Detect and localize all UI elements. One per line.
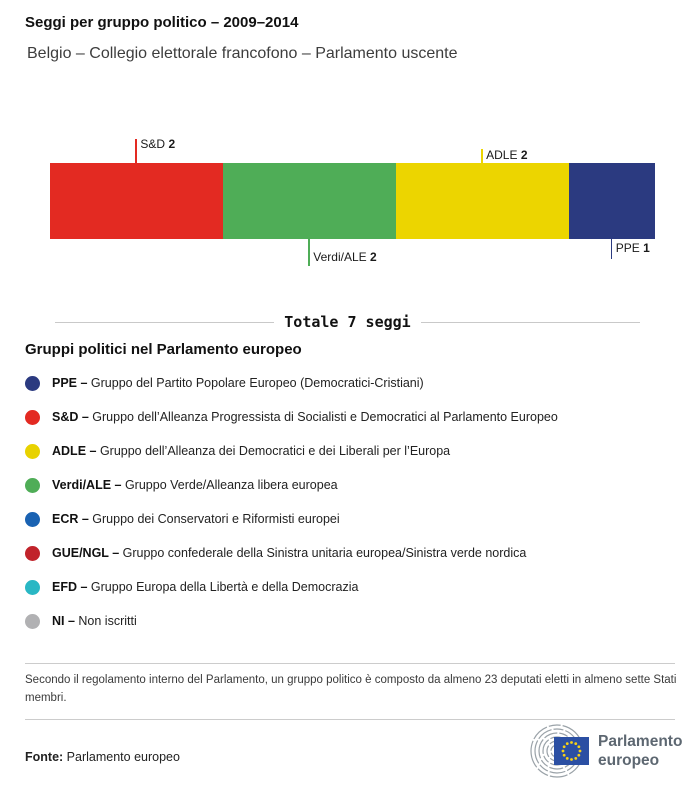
callout-label-ppe: PPE 1 — [615, 241, 650, 255]
callout-label-s-d: S&D 2 — [140, 137, 176, 151]
logo-wordmark: Parlamento europeo — [598, 732, 682, 770]
legend-dot-adle — [25, 443, 40, 459]
legend-dot-ppe — [25, 375, 40, 391]
seats-bar — [50, 163, 655, 239]
callout-line-verdi-ale — [308, 239, 310, 266]
legend-label: NI – Non iscritti — [52, 614, 137, 628]
callout-line-adle — [481, 149, 483, 163]
callout-label-verdi-ale: Verdi/ALE 2 — [313, 250, 377, 264]
legend-item-gue-ngl: GUE/NGL – Gruppo confederale della Sinis… — [25, 536, 685, 570]
legend-dot-ecr — [25, 511, 40, 527]
legend-item-ppe: PPE – Gruppo del Partito Popolare Europe… — [25, 366, 685, 400]
logo-wordmark-line1: Parlamento — [598, 733, 683, 750]
footnote-divider-bottom — [25, 719, 675, 720]
legend-label: ECR – Gruppo dei Conservatori e Riformis… — [52, 512, 340, 526]
legend-dot-verdi-ale — [25, 477, 40, 493]
divider-line-right — [420, 321, 640, 323]
bar-segment-verdi-ale — [222, 163, 396, 239]
callout-line-ppe — [610, 239, 613, 259]
legend-item-ni: NI – Non iscritti — [25, 604, 685, 638]
callout-label-adle: ADLE 2 — [486, 148, 528, 162]
eu-parliament-logo-icon — [530, 724, 589, 778]
legend-item-adle: ADLE – Gruppo dell’Alleanza dei Democrat… — [25, 434, 685, 468]
total-seats-label: Totale 7 seggi — [284, 313, 411, 331]
legend-item-s-d: S&D – Gruppo dell’Alleanza Progressista … — [25, 400, 685, 434]
footnote-divider-top — [25, 663, 675, 664]
legend-dot-efd — [25, 579, 40, 595]
source-line: Fonte: Parlamento europeo — [25, 750, 180, 764]
page-subtitle: Belgio – Collegio elettorale francofono … — [27, 45, 458, 62]
eu-flag-icon — [554, 737, 589, 765]
source-label: Fonte: — [25, 750, 64, 764]
legend-list: PPE – Gruppo del Partito Popolare Europe… — [25, 366, 685, 638]
legend-dot-s-d — [25, 409, 40, 425]
legend-item-efd: EFD – Gruppo Europa della Libertà e dell… — [25, 570, 685, 604]
legend-label: S&D – Gruppo dell’Alleanza Progressista … — [52, 410, 558, 424]
legend-label: ADLE – Gruppo dell’Alleanza dei Democrat… — [52, 444, 451, 458]
seats-bar-chart: S&D 2 Verdi/ALE 2 ADLE 2 PPE 1 — [0, 0, 700, 300]
legend-label: EFD – Gruppo Europa della Libertà e dell… — [52, 580, 359, 594]
legend-label: GUE/NGL – Gruppo confederale della Sinis… — [52, 546, 527, 560]
legend-dot-gue-ngl — [25, 545, 40, 561]
legend-label: PPE – Gruppo del Partito Popolare Europe… — [52, 376, 424, 390]
legend-dot-ni — [25, 613, 40, 629]
callout-line-s-d — [135, 139, 137, 163]
divider-line-left — [55, 321, 275, 323]
legend-item-verdi-ale: Verdi/ALE – Gruppo Verde/Alleanza libera… — [25, 468, 685, 502]
bar-segment-s-d — [50, 163, 223, 239]
logo-wordmark-line2: europeo — [598, 752, 660, 769]
source-value: Parlamento europeo — [66, 750, 180, 764]
legend-heading: Gruppi politici nel Parlamento europeo — [25, 341, 302, 358]
page-title: Seggi per gruppo politico – 2009–2014 — [25, 14, 299, 31]
legend-label: Verdi/ALE – Gruppo Verde/Alleanza libera… — [52, 478, 338, 492]
footnote: Secondo il regolamento interno del Parla… — [25, 674, 677, 704]
bar-segment-adle — [395, 163, 569, 239]
total-seats-divider: Totale 7 seggi — [55, 313, 640, 331]
legend-item-ecr: ECR – Gruppo dei Conservatori e Riformis… — [25, 502, 685, 536]
bar-segment-ppe — [568, 163, 655, 239]
